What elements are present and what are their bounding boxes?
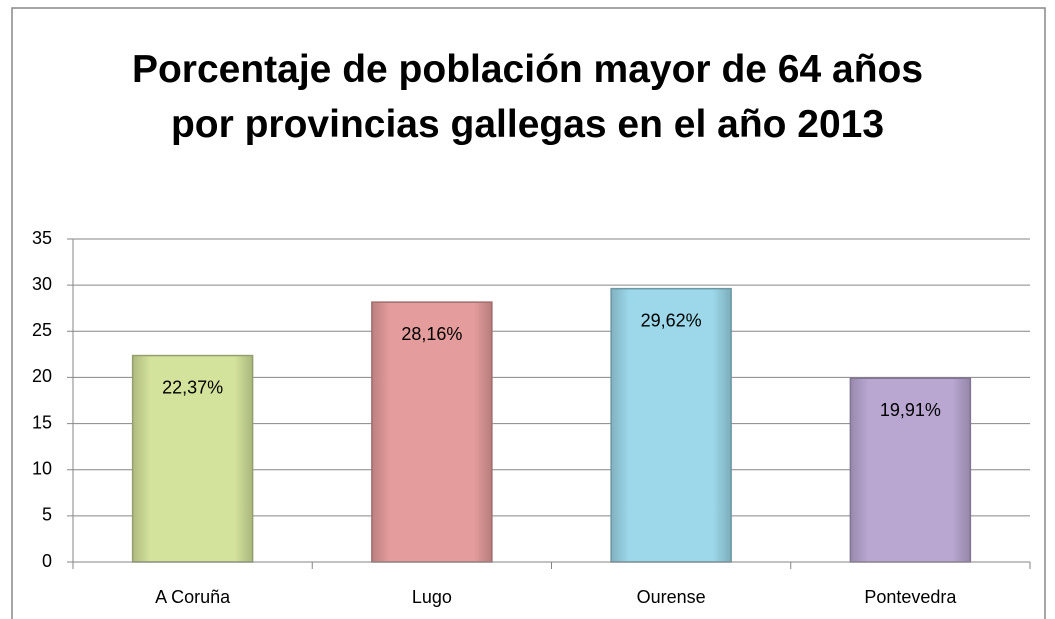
- data-label: 28,16%: [401, 324, 462, 344]
- bar: [371, 301, 493, 563]
- bar: [131, 354, 254, 563]
- y-tick-label: 10: [32, 458, 52, 478]
- x-tick-label: A Coruña: [155, 587, 231, 607]
- y-tick-label: 30: [32, 274, 52, 294]
- y-tick-label: 0: [42, 551, 52, 571]
- data-label: 22,37%: [162, 377, 223, 397]
- x-tick-label: Lugo: [412, 587, 452, 607]
- bar: [849, 377, 972, 563]
- y-tick-label: 20: [32, 366, 52, 386]
- y-tick-label: 15: [32, 412, 52, 432]
- x-tick-label: Ourense: [637, 587, 706, 607]
- y-tick-label: 25: [32, 320, 52, 340]
- data-label: 19,91%: [880, 400, 941, 420]
- y-tick-label: 5: [42, 505, 52, 525]
- x-tick-label: Pontevedra: [864, 587, 957, 607]
- chart-border: [11, 7, 1046, 619]
- chart-title: Porcentaje de población mayor de 64 años…: [131, 48, 924, 146]
- data-label: 29,62%: [641, 310, 702, 330]
- y-tick-label: 35: [32, 228, 52, 248]
